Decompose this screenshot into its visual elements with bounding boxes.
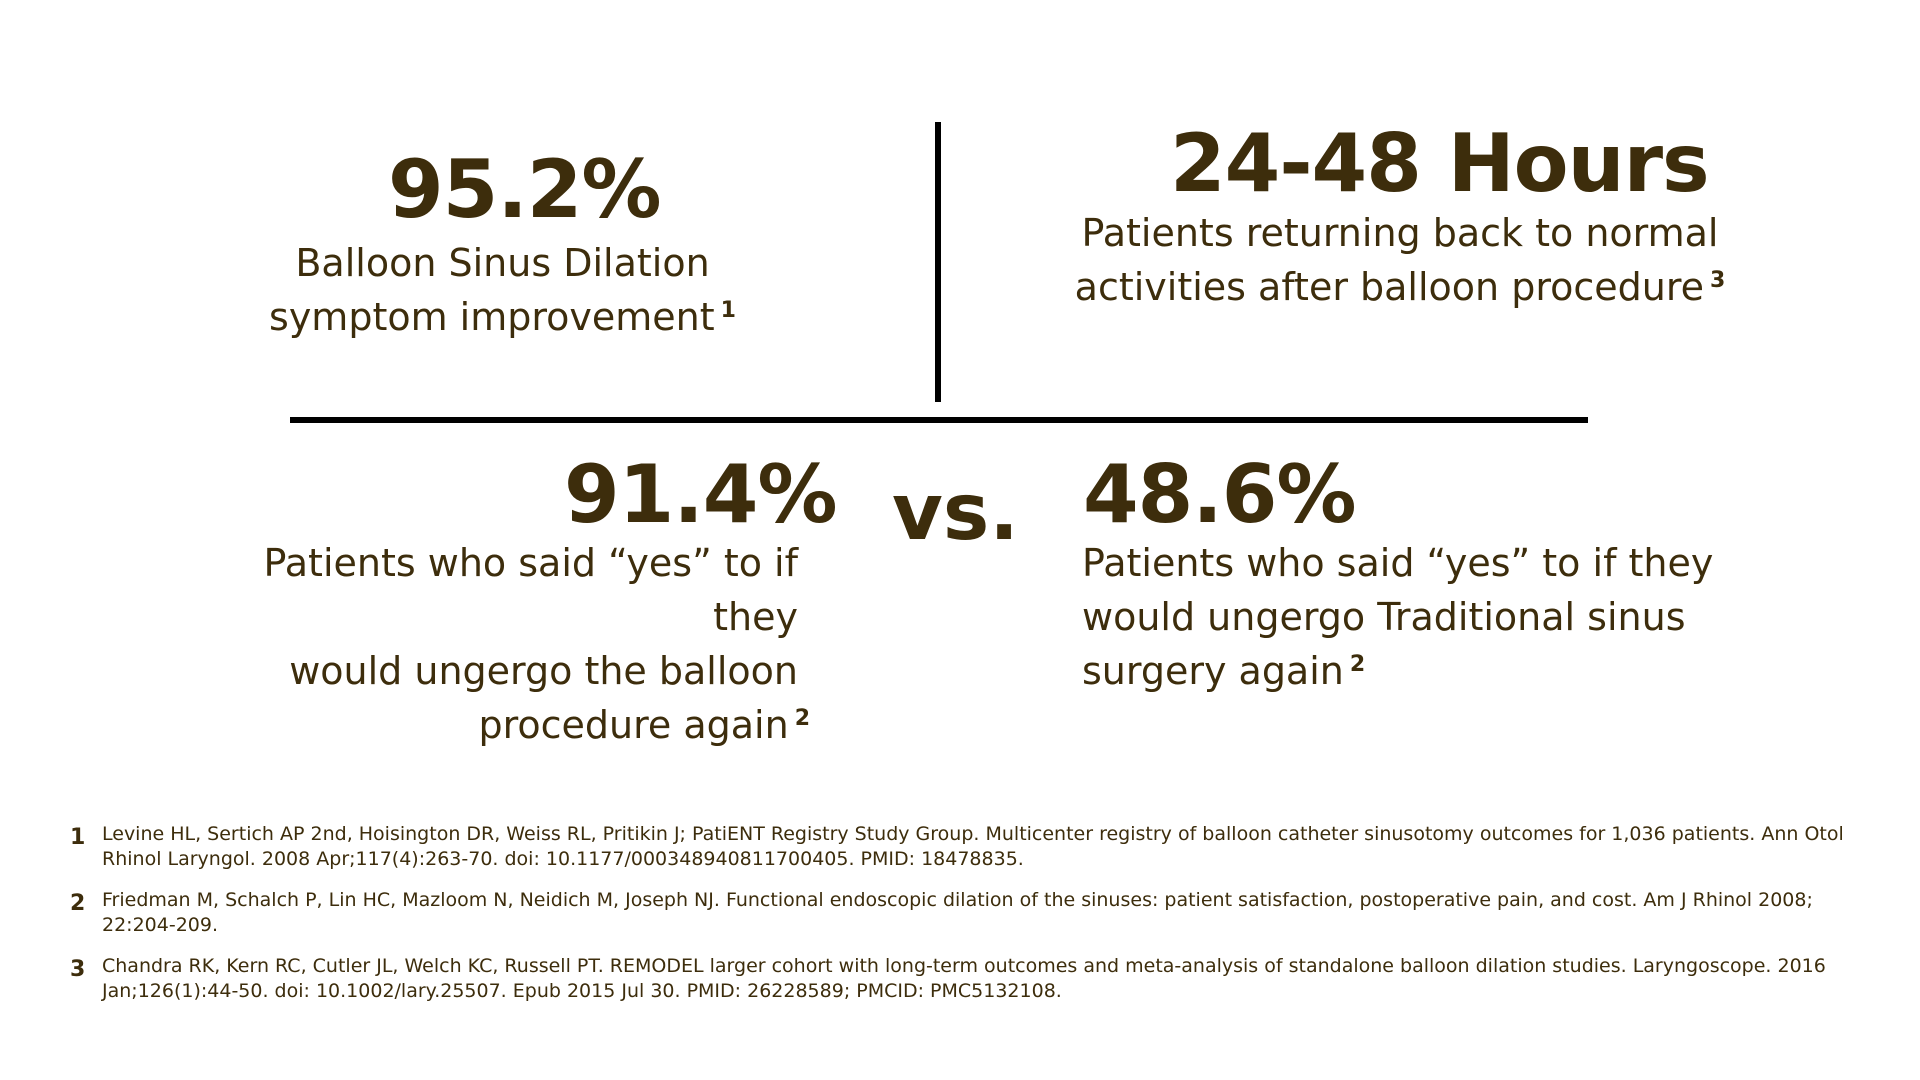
- footnote-marker: 2: [1349, 652, 1366, 677]
- reference-number: 3: [70, 957, 86, 982]
- stat-balloon-repeat-value: 91.4%: [564, 448, 838, 541]
- stat-desc-line: symptom improvement 1: [190, 290, 815, 344]
- reference-item: 1 Levine HL, Sertich AP 2nd, Hoisington …: [70, 822, 1860, 872]
- reference-text: Levine HL, Sertich AP 2nd, Hoisington DR…: [102, 823, 1844, 870]
- stat-desc-line: Balloon Sinus Dilation: [295, 241, 710, 285]
- stat-desc-line: procedure again 2: [170, 698, 810, 752]
- stat-desc-line: activities after balloon procedure 3: [1040, 260, 1760, 314]
- footnote-marker: 3: [1710, 268, 1726, 293]
- stat-recovery-time-desc: Patients returning back to normal activi…: [1040, 206, 1760, 314]
- reference-item: 3 Chandra RK, Kern RC, Cutler JL, Welch …: [70, 954, 1860, 1004]
- stat-balloon-repeat-desc: Patients who said “yes” to if they would…: [170, 536, 810, 752]
- stat-desc-line: surgery again 2: [1082, 644, 1782, 698]
- reference-number: 1: [70, 825, 86, 850]
- stat-recovery-time-value: 24-48 Hours: [1170, 117, 1710, 210]
- vs-label: vs.: [892, 468, 1019, 558]
- stat-desc-line: would ungergo Traditional sinus: [1082, 595, 1686, 639]
- stat-symptom-improvement-desc: Balloon Sinus Dilation symptom improveme…: [190, 236, 815, 344]
- references-list: 1 Levine HL, Sertich AP 2nd, Hoisington …: [70, 822, 1860, 1020]
- stat-desc-line: would ungergo the balloon: [289, 649, 798, 693]
- stat-desc-line: Patients who said “yes” to if they: [263, 541, 798, 639]
- stat-desc-line-text: activities after balloon procedure: [1074, 265, 1705, 309]
- stat-desc-line-text: symptom improvement: [269, 295, 715, 339]
- reference-number: 2: [70, 891, 86, 916]
- stat-desc-line-text: procedure again: [478, 703, 789, 747]
- footnote-marker: 1: [720, 298, 736, 323]
- stat-desc-line: Patients who said “yes” to if they: [1082, 541, 1714, 585]
- footnote-marker: 2: [794, 706, 810, 731]
- reference-text: Friedman M, Schalch P, Lin HC, Mazloom N…: [102, 889, 1813, 936]
- vertical-divider: [935, 122, 941, 402]
- stat-desc-line: Patients returning back to normal: [1081, 211, 1719, 255]
- stat-symptom-improvement-value: 95.2%: [388, 143, 662, 236]
- reference-text: Chandra RK, Kern RC, Cutler JL, Welch KC…: [102, 955, 1826, 1002]
- stat-desc-line-text: surgery again: [1082, 649, 1344, 693]
- reference-item: 2 Friedman M, Schalch P, Lin HC, Mazloom…: [70, 888, 1860, 938]
- stat-traditional-repeat-desc: Patients who said “yes” to if they would…: [1082, 536, 1782, 698]
- stat-traditional-repeat-value: 48.6%: [1083, 448, 1357, 541]
- horizontal-divider: [290, 417, 1588, 423]
